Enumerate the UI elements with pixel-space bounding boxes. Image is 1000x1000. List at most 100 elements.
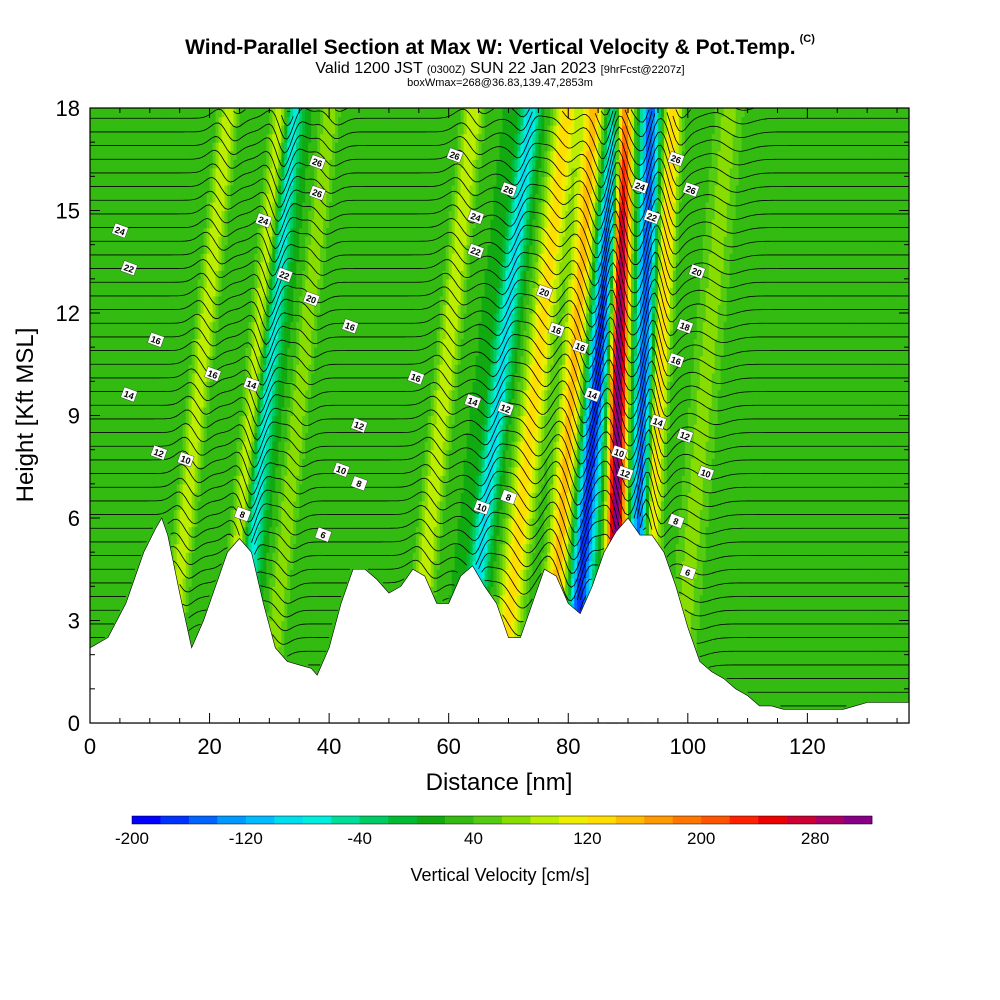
velocity-cell bbox=[125, 167, 130, 177]
velocity-cell bbox=[176, 389, 181, 400]
velocity-cell bbox=[122, 458, 127, 468]
velocity-cell bbox=[137, 287, 142, 297]
velocity-cell bbox=[107, 278, 112, 288]
velocity-cell bbox=[176, 518, 181, 528]
velocity-cell bbox=[122, 287, 127, 297]
velocity-cell bbox=[98, 338, 103, 348]
velocity-cell bbox=[149, 441, 154, 451]
velocity-cell bbox=[137, 398, 142, 408]
velocity-cell bbox=[146, 364, 151, 374]
velocity-cell bbox=[146, 193, 151, 203]
velocity-cell bbox=[101, 389, 106, 400]
velocity-cell bbox=[152, 492, 157, 502]
velocity-cell bbox=[149, 509, 154, 519]
velocity-cell bbox=[92, 270, 97, 280]
velocity-cell bbox=[128, 569, 133, 579]
velocity-cell bbox=[125, 287, 130, 297]
velocity-cell bbox=[164, 449, 169, 459]
velocity-cell bbox=[137, 381, 142, 391]
velocity-cell bbox=[92, 347, 97, 357]
velocity-cell bbox=[113, 424, 118, 434]
velocity-cell bbox=[128, 483, 133, 493]
velocity-cell bbox=[122, 116, 127, 126]
velocity-cell bbox=[119, 210, 124, 220]
velocity-cell bbox=[98, 321, 103, 331]
velocity-cell bbox=[137, 295, 142, 306]
velocity-cell bbox=[98, 184, 103, 195]
velocity-cell bbox=[125, 381, 130, 391]
velocity-cell bbox=[95, 338, 100, 348]
velocity-cell bbox=[101, 629, 106, 639]
velocity-cell bbox=[161, 116, 166, 126]
velocity-cell bbox=[101, 176, 106, 186]
velocity-cell bbox=[107, 603, 112, 613]
velocity-cell bbox=[113, 150, 118, 160]
velocity-cell bbox=[170, 415, 175, 425]
velocity-cell bbox=[119, 253, 124, 263]
velocity-cell bbox=[143, 449, 148, 459]
velocity-cell bbox=[140, 500, 145, 511]
velocity-cell bbox=[113, 406, 118, 417]
velocity-cell bbox=[104, 500, 109, 511]
velocity-cell bbox=[164, 492, 169, 502]
velocity-cell bbox=[104, 184, 109, 195]
velocity-cell bbox=[107, 441, 112, 451]
velocity-cell bbox=[101, 150, 106, 160]
velocity-cell bbox=[140, 492, 145, 502]
velocity-cell bbox=[176, 509, 181, 519]
velocity-cell bbox=[179, 424, 184, 434]
velocity-cell bbox=[179, 210, 184, 220]
velocity-cell bbox=[137, 441, 142, 451]
velocity-cell bbox=[164, 458, 169, 468]
velocity-cell bbox=[110, 210, 115, 220]
velocity-cell bbox=[155, 125, 160, 135]
velocity-cell bbox=[110, 287, 115, 297]
velocity-cell bbox=[158, 270, 163, 280]
velocity-cell bbox=[140, 372, 145, 382]
velocity-cell bbox=[143, 159, 148, 169]
velocity-cell bbox=[167, 150, 172, 160]
velocity-cell bbox=[179, 526, 184, 536]
velocity-cell bbox=[146, 347, 151, 357]
velocity-cell bbox=[131, 116, 136, 126]
velocity-cell bbox=[104, 287, 109, 297]
velocity-cell bbox=[152, 347, 157, 357]
velocity-cell bbox=[110, 313, 115, 323]
velocity-cell bbox=[104, 577, 109, 587]
velocity-cell bbox=[90, 603, 94, 613]
velocity-cell bbox=[137, 458, 142, 468]
velocity-cell bbox=[161, 236, 166, 246]
velocity-cell bbox=[101, 518, 106, 528]
velocity-cell bbox=[161, 253, 166, 263]
velocity-cell bbox=[107, 432, 112, 442]
velocity-cell bbox=[92, 518, 97, 528]
velocity-cell bbox=[107, 620, 112, 630]
velocity-cell bbox=[98, 475, 103, 485]
velocity-cell bbox=[107, 483, 112, 493]
velocity-cell bbox=[101, 594, 106, 605]
velocity-cell bbox=[125, 108, 130, 118]
velocity-cell bbox=[98, 142, 103, 152]
velocity-cell bbox=[90, 466, 94, 476]
velocity-cell bbox=[125, 543, 130, 553]
velocity-cell bbox=[90, 518, 94, 528]
velocity-cell bbox=[161, 466, 166, 476]
velocity-cell bbox=[122, 518, 127, 528]
velocity-cell bbox=[90, 637, 94, 647]
velocity-cell bbox=[110, 219, 115, 229]
velocity-cell bbox=[134, 133, 139, 143]
velocity-cell bbox=[140, 398, 145, 408]
velocity-cell bbox=[134, 406, 139, 417]
velocity-cell bbox=[143, 398, 148, 408]
velocity-cell bbox=[92, 432, 97, 442]
velocity-cell bbox=[116, 526, 121, 536]
velocity-cell bbox=[90, 543, 94, 553]
velocity-cell bbox=[140, 167, 145, 177]
velocity-cell bbox=[179, 313, 184, 323]
velocity-cell bbox=[119, 261, 124, 271]
velocity-cell bbox=[98, 560, 103, 570]
velocity-cell bbox=[116, 159, 121, 169]
velocity-cell bbox=[173, 270, 178, 280]
velocity-cell bbox=[128, 270, 133, 280]
velocity-cell bbox=[107, 372, 112, 382]
